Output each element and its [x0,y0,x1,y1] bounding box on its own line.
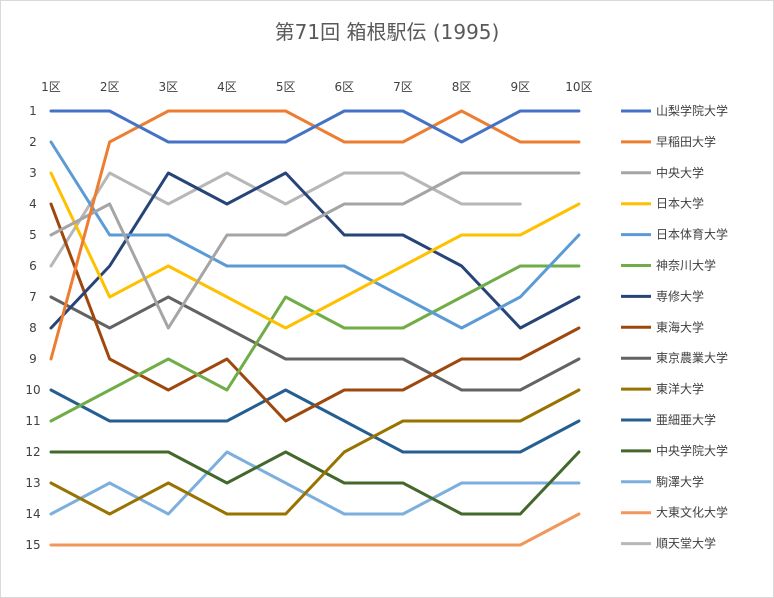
series-line [49,264,581,423]
x-tick-label: 5区 [276,80,296,94]
x-tick-label: 9区 [510,80,530,94]
legend-label: 山梨学院大学 [656,103,728,118]
x-tick-label: 2区 [100,80,120,94]
y-tick-label: 7 [29,290,37,304]
x-tick-label: 6区 [334,80,354,94]
y-tick-label: 13 [25,476,40,490]
legend-label: 亜細亜大学 [656,412,716,427]
series-line [49,171,581,330]
y-tick-label: 3 [29,166,37,180]
series-line [49,109,581,144]
x-tick-label: 1区 [41,80,61,94]
y-tick-label: 6 [29,259,37,273]
y-tick-label: 9 [29,352,37,366]
y-tick-label: 11 [25,414,40,428]
legend-label: 順天堂大学 [656,536,716,551]
series-line [49,295,581,392]
y-tick-label: 14 [25,507,40,521]
legend-label: 専修大学 [656,288,704,303]
y-tick-label: 4 [29,197,37,211]
series-line [49,512,581,547]
series-line [49,388,581,516]
legend-label: 東京農業大学 [656,350,728,365]
y-tick-label: 8 [29,321,37,335]
y-tick-label: 10 [25,383,40,397]
y-tick-label: 12 [25,445,40,459]
series-line [49,171,522,268]
legend: 山梨学院大学早稲田大学中央大学日本大学日本体育大学神奈川大学専修大学東海大学東京… [621,103,728,551]
series-line [49,171,581,330]
y-tick-label: 1 [29,104,37,118]
legend-label: 東海大学 [656,319,704,334]
y-tick-label: 15 [25,538,40,552]
x-tick-label: 8区 [452,80,472,94]
legend-label: 中央大学 [656,165,704,180]
x-tick-label: 4区 [217,80,237,94]
legend-label: 東洋大学 [656,381,704,396]
legend-label: 日本体育大学 [656,227,728,242]
legend-label: 早稲田大学 [656,134,716,149]
x-axis-ticks: 1区 2区 3区 4区 5区 6区 7区 8区 9区 10区 [41,80,592,94]
x-tick-label: 7区 [393,80,413,94]
y-tick-label: 5 [29,228,37,242]
chart-title: 第71回 箱根駅伝 (1995) [275,20,500,44]
legend-label: 神奈川大学 [656,258,716,273]
legend-label: 駒澤大学 [656,474,704,489]
legend-label: 中央学院大学 [656,443,728,458]
legend-label: 日本大学 [656,196,704,211]
series-lines [49,109,581,547]
y-tick-label: 2 [29,135,37,149]
x-tick-label: 10区 [565,80,592,94]
x-tick-label: 3区 [158,80,178,94]
series-line [49,171,581,330]
series-line [49,140,581,330]
legend-label: 大東文化大学 [656,505,728,520]
series-line [49,450,581,516]
